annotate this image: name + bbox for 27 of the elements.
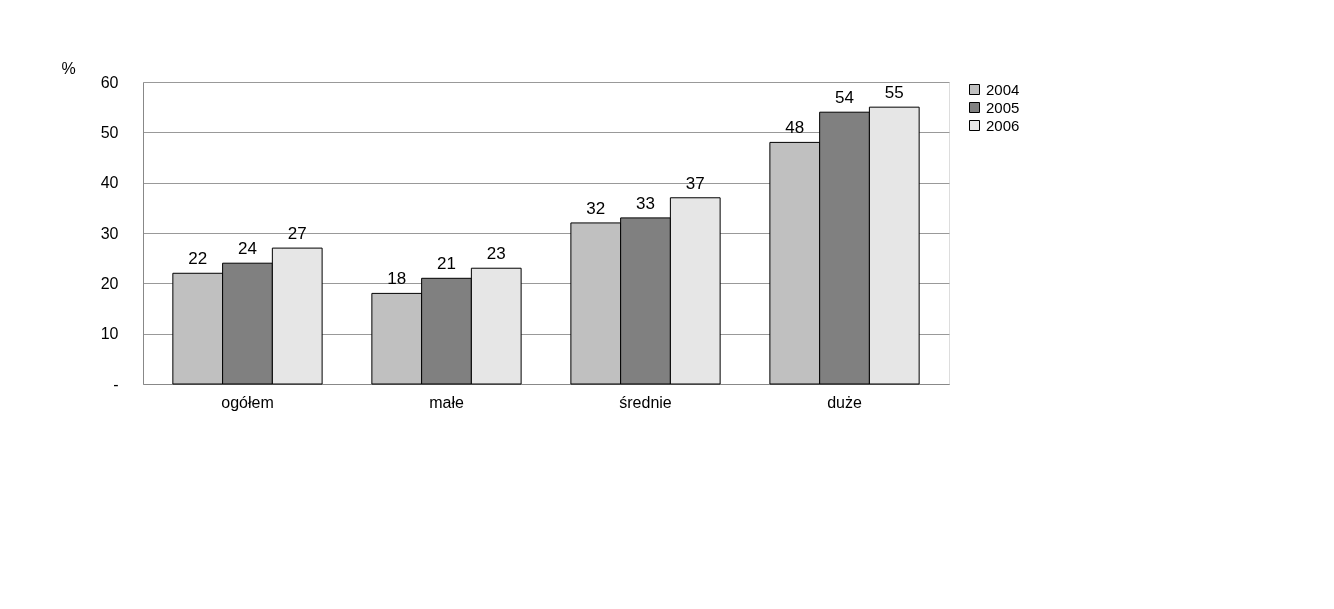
data-label: 18 xyxy=(387,269,407,289)
data-label: 33 xyxy=(636,193,655,213)
legend-label: 2004 xyxy=(986,80,1020,98)
legend-label: 2006 xyxy=(986,116,1020,134)
y-tick-label: 50 xyxy=(100,123,119,141)
data-label: 23 xyxy=(486,244,506,264)
x-tick-label: duże xyxy=(827,393,862,411)
data-label: 32 xyxy=(586,198,606,218)
data-label: 24 xyxy=(238,239,257,259)
x-tick-label: ogółem xyxy=(221,393,274,411)
data-label: 54 xyxy=(835,88,854,108)
y-tick-label: 10 xyxy=(100,325,119,343)
x-tick-label: średnie xyxy=(619,393,672,411)
y-tick-label: 30 xyxy=(100,224,119,242)
x-tick-label: małe xyxy=(429,393,464,411)
y-tick-label: 20 xyxy=(100,274,119,292)
data-label: 37 xyxy=(685,173,705,193)
data-label: 21 xyxy=(437,254,456,274)
data-label: 27 xyxy=(287,224,307,244)
data-label: 55 xyxy=(884,83,904,103)
data-label: 48 xyxy=(785,118,805,138)
y-tick-label: 60 xyxy=(100,73,119,91)
y-tick-label: 40 xyxy=(100,174,119,192)
data-label: 22 xyxy=(188,249,208,269)
legend-label: 2005 xyxy=(986,98,1020,116)
y-axis-title: % xyxy=(61,59,76,77)
y-tick-label: - xyxy=(113,375,119,393)
